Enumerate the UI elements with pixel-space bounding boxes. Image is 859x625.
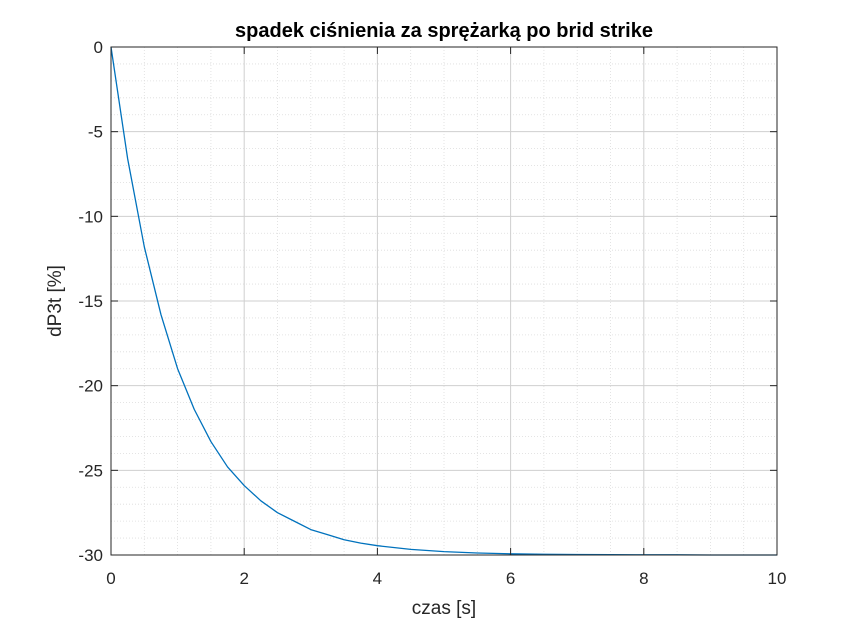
- x-tick-labels: 0 2 4 6 8 10: [106, 569, 786, 588]
- x-tick-label: 4: [373, 569, 382, 588]
- y-tick-label: 0: [94, 38, 103, 57]
- x-tick-label: 8: [639, 569, 648, 588]
- y-tick-label: -10: [78, 207, 103, 226]
- chart-title: spadek ciśnienia za sprężarką po brid st…: [235, 20, 653, 42]
- y-tick-label: -25: [78, 461, 103, 480]
- x-tick-label: 6: [506, 569, 515, 588]
- x-axis-label: czas [s]: [412, 598, 476, 619]
- x-tick-label: 2: [239, 569, 248, 588]
- y-tick-label: -20: [78, 377, 103, 396]
- y-axis-label: dP3t [%]: [45, 265, 66, 337]
- tick-marks: [110, 46, 778, 556]
- y-tick-labels: -30 -25 -20 -15 -10 -5 0: [78, 38, 103, 565]
- y-tick-label: -15: [78, 292, 103, 311]
- y-tick-label: -30: [78, 546, 103, 565]
- x-tick-label: 0: [106, 569, 115, 588]
- y-tick-label: -5: [88, 123, 103, 142]
- x-tick-label: 10: [768, 569, 787, 588]
